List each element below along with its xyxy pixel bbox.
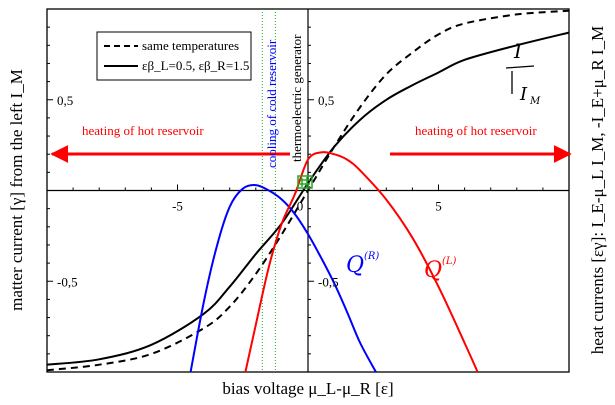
handwritten-fraction-bar bbox=[505, 65, 535, 69]
heating-left-label: heating of hot reservoir bbox=[82, 123, 204, 138]
tick-labels: -5 0 5 0,5 -0,5 0,5 -0,5 bbox=[57, 93, 442, 290]
generator-label: thermoelectric generator bbox=[289, 34, 304, 162]
handwritten-q-red: Q bbox=[424, 258, 442, 283]
y-axis-title-right: heat currents [εγ]: I_E-μ_L I_M, -I_E+μ_… bbox=[588, 26, 607, 354]
legend-label-different-temperatures: εβ_L=0.5, εβ_R=1.5 bbox=[142, 58, 249, 73]
legend-label-same-temperatures: same temperatures bbox=[142, 38, 239, 53]
green-scribble bbox=[297, 175, 313, 189]
cooling-label: cooling of cold reservoir bbox=[264, 39, 279, 168]
x-tick-label: 5 bbox=[435, 199, 442, 214]
x-tick-label: 0 bbox=[297, 199, 304, 214]
heating-right-annotation: heating of hot reservoir bbox=[390, 123, 572, 163]
handwritten-i-lower: I bbox=[519, 84, 528, 105]
vertical-dotted-lines bbox=[261, 9, 276, 372]
series-line-heat-left bbox=[244, 151, 479, 373]
series-layer bbox=[46, 9, 570, 373]
handwritten-i-upper: I bbox=[513, 39, 523, 63]
heating-left-annotation: heating of hot reservoir bbox=[50, 123, 290, 163]
handwritten-q-blue: Q bbox=[346, 253, 364, 278]
series-line-same-temperatures bbox=[46, 9, 570, 372]
handwritten-q-r: Q (R) bbox=[346, 251, 379, 278]
y-tick-label-center: -0,5 bbox=[318, 274, 339, 289]
handwritten-q-l: Q (L) bbox=[424, 256, 457, 283]
heating-right-label: heating of hot reservoir bbox=[415, 123, 537, 138]
y-tick-label-left: 0,5 bbox=[57, 93, 73, 108]
x-axis-title: bias voltage μ_L-μ_R [ε] bbox=[222, 379, 393, 398]
y-axis-title-left: matter current [γ] from the left I_M bbox=[7, 69, 26, 311]
legend: same temperatures εβ_L=0.5, εβ_R=1.5 bbox=[96, 31, 252, 81]
handwritten-q-red-sup: (L) bbox=[442, 256, 457, 267]
y-tick-label-center: 0,5 bbox=[318, 93, 334, 108]
series-line-heat-right bbox=[189, 184, 377, 373]
handwritten-q-blue-sup: (R) bbox=[364, 251, 379, 262]
series-line-different-temperatures bbox=[46, 31, 570, 366]
x-tick-label: -5 bbox=[172, 199, 183, 214]
y-tick-label-left: -0,5 bbox=[57, 274, 78, 289]
handwritten-im: I I M bbox=[505, 39, 541, 107]
handwritten-i-lower-sub: M bbox=[529, 96, 541, 107]
legend-box bbox=[96, 31, 252, 81]
